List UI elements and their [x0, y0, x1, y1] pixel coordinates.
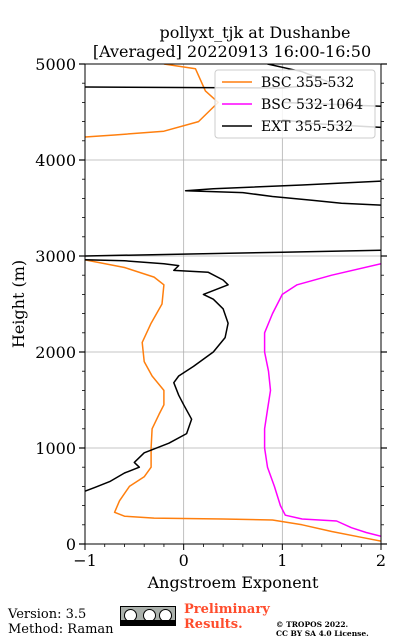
version-text: Version: 3.5 [8, 607, 87, 622]
x-tick-label: −1 [73, 551, 97, 570]
y-tick-label: 4000 [35, 151, 76, 170]
legend-label-ext-355-532: EXT 355-532 [261, 119, 353, 135]
cc-badge-bar [121, 620, 175, 625]
preliminary-results: Preliminary Results. [184, 602, 270, 632]
x-axis-label: Angstroem Exponent [147, 573, 319, 592]
legend-label-bsc-355-532: BSC 355-532 [261, 75, 354, 91]
plot-frame [84, 63, 382, 545]
x-tick-label: 0 [179, 551, 189, 570]
y-tick-label: 5000 [35, 55, 76, 74]
copyright-line-1: © TROPOS 2022. [276, 620, 349, 629]
y-tick-label: 1000 [35, 439, 76, 458]
y-tick-label: 0 [66, 535, 76, 554]
y-tick-label: 2000 [35, 343, 76, 362]
x-tick-label: 1 [277, 551, 287, 570]
cc-license-badge [120, 606, 176, 626]
method-text: Method: Raman [8, 622, 114, 637]
preliminary-line-2: Results. [184, 617, 243, 632]
legend-box [214, 69, 376, 139]
legend: BSC 355-532 BSC 532-1064 EXT 355-532 [214, 69, 376, 139]
preliminary-line-1: Preliminary [184, 602, 270, 617]
series-line-0 [85, 64, 381, 542]
x-tick-label: 2 [376, 551, 386, 570]
chart-subtitle: [Averaged] 20220913 16:00-16:50 [93, 42, 371, 61]
y-axis-label: Height (m) [9, 260, 28, 348]
copyright-line-2: CC BY SA 4.0 License. [276, 629, 369, 638]
legend-label-bsc-532-1064: BSC 532-1064 [261, 97, 363, 113]
chart-title: pollyxt_tjk at Dushanbe [159, 23, 350, 42]
series-line-1 [263, 262, 381, 538]
chart: pollyxt_tjk at Dushanbe [Averaged] 20220… [9, 23, 387, 592]
copyright: © TROPOS 2022. CC BY SA 4.0 License. [276, 620, 369, 638]
y-tick-label: 3000 [35, 247, 76, 266]
